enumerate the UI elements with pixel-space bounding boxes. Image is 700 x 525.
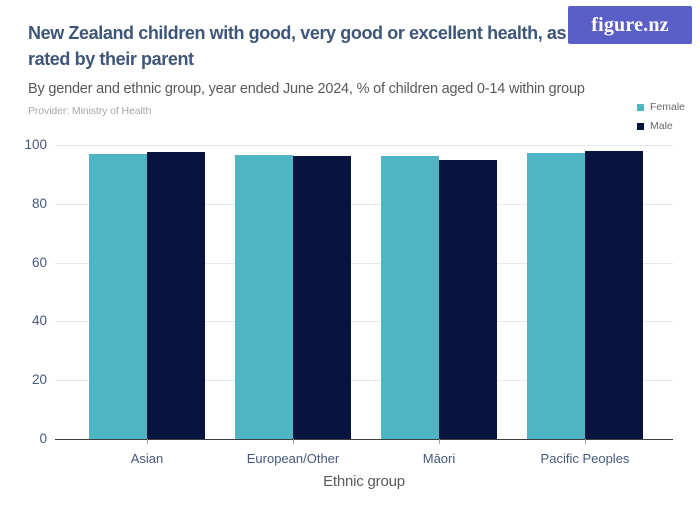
y-axis-tick-label: 60: [31, 254, 47, 270]
legend: Female Male: [637, 101, 685, 132]
y-axis-tick-label: 40: [31, 313, 47, 329]
legend-label: Male: [650, 120, 673, 132]
x-axis-tick-label: Pacific Peoples: [540, 451, 630, 466]
gridline: [55, 380, 673, 382]
x-axis-tick-label: European/Other: [246, 451, 340, 466]
gridline: [55, 203, 673, 205]
legend-label: Female: [650, 101, 686, 113]
bar-female-asian[interactable]: [89, 154, 147, 439]
chart-subtitle: By gender and ethnic group, year ended J…: [28, 81, 585, 97]
gridline: [55, 145, 673, 146]
plot-area: 0 20 40 60 80 100 Asian European/Other Māori Paci…: [24, 137, 673, 490]
legend-item-female: Female: [637, 101, 685, 113]
x-axis-tick: [439, 439, 440, 444]
y-axis-tick-label: 80: [31, 195, 47, 211]
y-axis-tick-label: 100: [24, 137, 47, 152]
gridline: [55, 321, 673, 323]
legend-item-male: Male: [637, 120, 685, 132]
legend-swatch-female: [637, 103, 644, 111]
provider-note: Provider: Ministry of Health: [28, 105, 152, 117]
bar-male-european-other[interactable]: [293, 155, 351, 439]
figurenz-logo-text: figure.nz: [591, 13, 669, 36]
x-axis-tick-label: Māori: [422, 451, 456, 466]
gridline: [55, 262, 673, 264]
bar-female-pacific-peoples[interactable]: [527, 153, 585, 439]
x-axis-title: Ethnic group: [323, 473, 405, 490]
x-axis-line: [55, 438, 673, 440]
bar-male-asian[interactable]: [147, 152, 205, 439]
bar-female-m-ori[interactable]: [381, 155, 439, 439]
bar-group-european-other: [235, 154, 351, 439]
bar-female-european-other[interactable]: [235, 154, 293, 439]
x-axis-tick-label: Asian: [130, 451, 164, 466]
chart-title-line-1: New Zealand children with good, very goo…: [28, 23, 567, 43]
x-axis-tick: [293, 439, 294, 444]
chart-title-line-2: rated by their parent: [28, 49, 194, 69]
y-axis-tick-label: 0: [39, 431, 47, 446]
chart-title: New Zealand children with good, very goo…: [28, 20, 573, 72]
bar-group-pacific-peoples: [527, 151, 643, 439]
legend-swatch-male: [637, 122, 644, 130]
x-axis-tick: [585, 439, 586, 444]
y-axis-tick-label: 20: [31, 372, 47, 388]
x-axis-tick: [147, 439, 148, 444]
bar-male-pacific-peoples[interactable]: [585, 151, 643, 439]
bar-male-m-ori[interactable]: [439, 159, 497, 439]
figurenz-logo[interactable]: figure.nz: [568, 6, 692, 44]
bar-group-asian: [89, 152, 205, 439]
bar-group-m-ori: [381, 155, 497, 439]
